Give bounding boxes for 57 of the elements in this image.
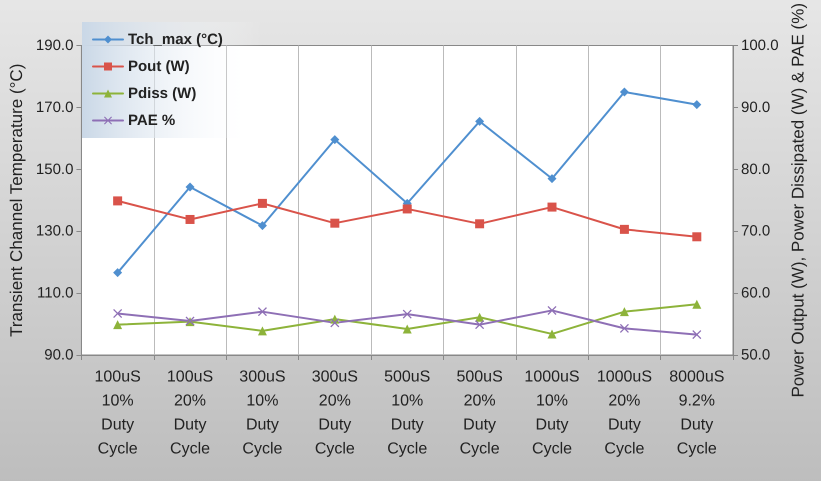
point xyxy=(113,196,122,206)
point xyxy=(258,326,267,336)
point xyxy=(620,324,629,333)
point xyxy=(548,329,557,338)
y2-tick-label: 80.0 xyxy=(741,160,770,178)
y2-tick-label: 60.0 xyxy=(741,284,770,302)
y-tick-label: 190.0 xyxy=(36,37,74,54)
y2-tick-label: 50.0 xyxy=(741,346,770,364)
x-tick-label: 300uS 10% Duty Cycle xyxy=(239,368,286,458)
point xyxy=(330,318,340,328)
x-tick-label: 1000uS 10% Duty Cycle xyxy=(524,368,580,458)
y-tick-label: 130.0 xyxy=(36,222,74,240)
point xyxy=(620,307,629,316)
point xyxy=(692,300,702,309)
point xyxy=(548,202,557,212)
y2-tick-label: 70.0 xyxy=(741,222,770,240)
x-tick-label: 8000uS 9.2% Duty Cycle xyxy=(669,368,724,458)
point xyxy=(258,221,267,230)
y2-tick-label: 90.0 xyxy=(741,98,770,116)
x-tick-label: 500uS 20% Duty Cycle xyxy=(456,368,503,458)
x-tick-label: 100uS 20% Duty Cycle xyxy=(166,368,214,458)
legend-label: Pdiss (W) xyxy=(128,85,196,102)
y-tick-label: 150.0 xyxy=(36,160,74,178)
point xyxy=(258,307,267,316)
y-tick-label: 170.0 xyxy=(36,98,74,116)
point xyxy=(330,218,340,228)
point xyxy=(692,330,702,340)
point xyxy=(692,232,702,242)
point xyxy=(620,87,629,96)
point xyxy=(402,324,412,334)
y2-tick-label: 100.0 xyxy=(741,37,779,54)
y-tick-label: 90.0 xyxy=(44,346,74,364)
legend-label: Tch_max (°C) xyxy=(128,31,223,48)
point xyxy=(475,219,484,228)
point xyxy=(113,268,122,278)
point xyxy=(475,320,484,330)
y2-axis-title: Power Output (W), Power Dissipated (W) & PAE (%) xyxy=(788,2,808,398)
x-tick-label: 1000uS 20% Duty Cycle xyxy=(596,368,652,458)
x-tick-label: 300uS 20% Duty Cycle xyxy=(312,368,358,458)
y-tick-label: 110.0 xyxy=(37,284,74,302)
point xyxy=(330,135,340,144)
point xyxy=(186,182,195,192)
point xyxy=(548,174,557,184)
point xyxy=(692,100,702,110)
x-tick-label: 500uS 10% Duty Cycle xyxy=(384,368,430,458)
legend-label: Pout (W) xyxy=(128,58,190,75)
y-axis-title: Transient Channel Temperature (°C) xyxy=(7,64,26,337)
point xyxy=(475,116,484,126)
legend-label: PAE % xyxy=(128,112,176,129)
x-tick-label: 100uS 10% Duty Cycle xyxy=(94,368,141,458)
point xyxy=(402,310,412,319)
point xyxy=(113,320,122,330)
point xyxy=(402,204,412,214)
point xyxy=(620,224,629,234)
point xyxy=(186,214,195,224)
point xyxy=(258,198,267,208)
point xyxy=(113,309,122,318)
